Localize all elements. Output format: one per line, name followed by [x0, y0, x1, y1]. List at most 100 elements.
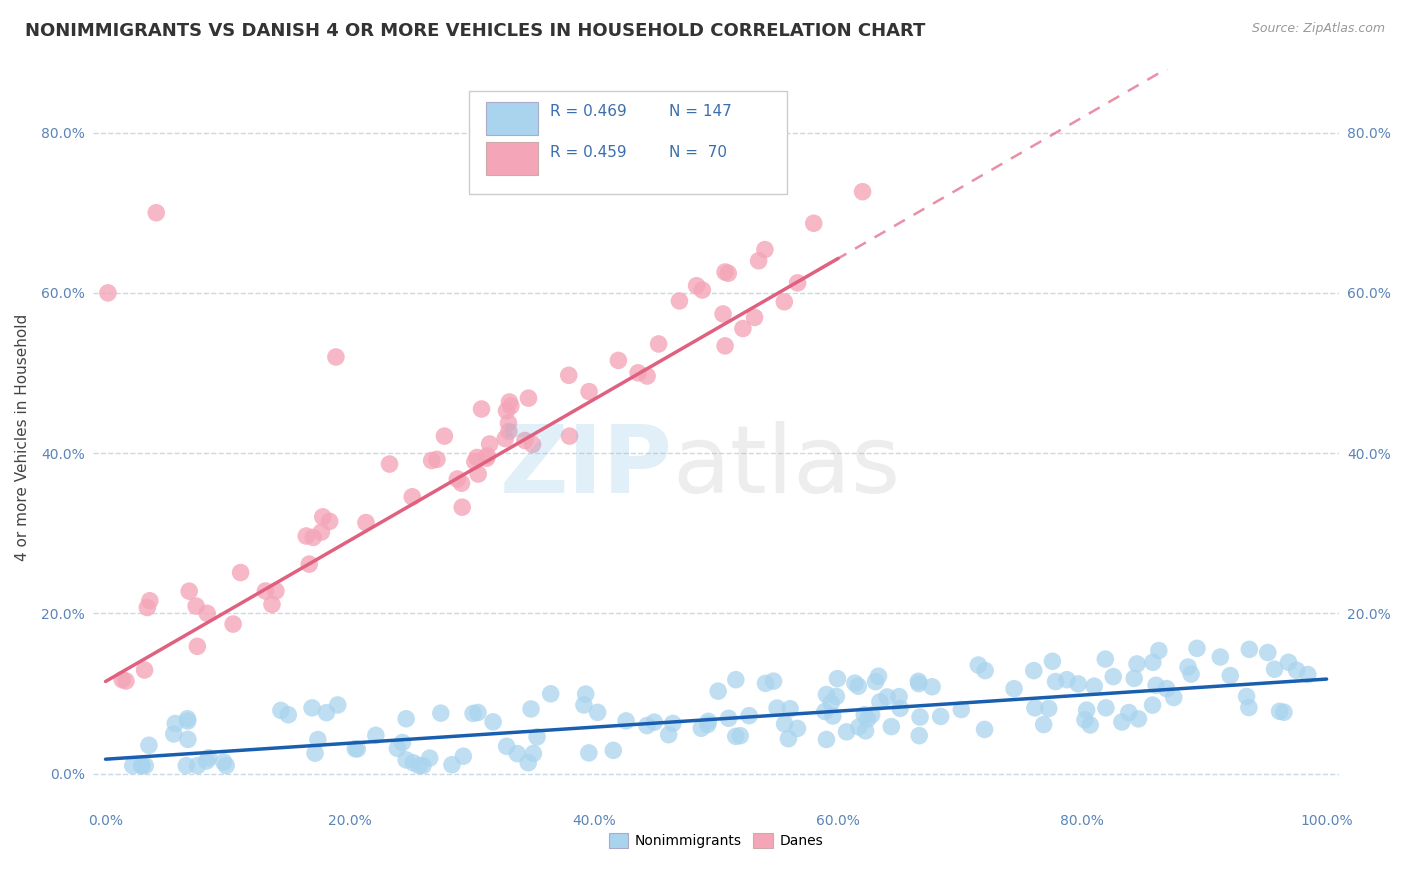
Point: [402, 756, 425, 770]
Point: [1236, 690, 1258, 704]
Point: [298, 557, 321, 571]
Point: [499, 399, 522, 413]
Point: [846, 679, 869, 693]
Point: [1277, 655, 1299, 669]
Point: [344, 741, 367, 756]
Point: [825, 690, 848, 704]
Point: [301, 701, 323, 715]
Point: [450, 476, 472, 491]
Point: [950, 702, 973, 716]
Point: [876, 690, 898, 704]
Point: [929, 709, 952, 723]
Point: [163, 727, 186, 741]
Point: [602, 743, 624, 757]
Point: [1239, 642, 1261, 657]
Point: [174, 758, 197, 772]
Point: [1128, 712, 1150, 726]
Point: [607, 353, 630, 368]
Text: N =  70: N = 70: [669, 145, 727, 160]
Point: [697, 714, 720, 729]
Y-axis label: 4 or more Vehicles in Household: 4 or more Vehicles in Household: [15, 313, 30, 561]
Point: [647, 337, 669, 351]
Point: [318, 514, 340, 528]
Point: [821, 709, 844, 723]
Point: [865, 674, 887, 689]
Point: [1022, 664, 1045, 678]
Point: [1095, 701, 1118, 715]
Point: [517, 756, 540, 770]
FancyBboxPatch shape: [485, 103, 538, 135]
Point: [325, 350, 347, 364]
Point: [478, 437, 501, 451]
Point: [685, 278, 707, 293]
Point: [482, 714, 505, 729]
Point: [714, 339, 737, 353]
Point: [520, 702, 543, 716]
Point: [1118, 706, 1140, 720]
Point: [714, 265, 737, 279]
Point: [1144, 678, 1167, 692]
Point: [1042, 654, 1064, 668]
Point: [446, 472, 468, 486]
Point: [495, 404, 517, 418]
Point: [197, 750, 219, 764]
Point: [494, 432, 516, 446]
Point: [868, 669, 890, 683]
Point: [115, 673, 138, 688]
Point: [391, 735, 413, 749]
Point: [522, 747, 544, 761]
Point: [658, 728, 681, 742]
Point: [815, 732, 838, 747]
Point: [786, 276, 808, 290]
Point: [1180, 667, 1202, 681]
Point: [855, 723, 877, 738]
Point: [395, 753, 418, 767]
Point: [696, 717, 718, 731]
Point: [295, 529, 318, 543]
Point: [853, 707, 876, 722]
Point: [513, 434, 536, 448]
Point: [401, 490, 423, 504]
Point: [420, 453, 443, 467]
Point: [754, 243, 776, 257]
Point: [145, 206, 167, 220]
Point: [815, 688, 838, 702]
Point: [222, 617, 245, 632]
Point: [889, 701, 911, 715]
Point: [636, 718, 658, 732]
Point: [835, 724, 858, 739]
Text: NONIMMIGRANTS VS DANISH 4 OR MORE VEHICLES IN HOUSEHOLD CORRELATION CHART: NONIMMIGRANTS VS DANISH 4 OR MORE VEHICL…: [25, 22, 925, 40]
Point: [728, 729, 751, 743]
Point: [748, 253, 770, 268]
Point: [461, 706, 484, 721]
Point: [526, 730, 548, 744]
FancyBboxPatch shape: [485, 142, 538, 175]
Point: [134, 663, 156, 677]
Point: [302, 530, 325, 544]
Point: [711, 307, 734, 321]
Point: [433, 429, 456, 443]
Point: [973, 723, 995, 737]
Point: [195, 607, 218, 621]
Point: [848, 720, 870, 734]
Point: [744, 310, 766, 325]
Point: [779, 702, 801, 716]
Point: [880, 720, 903, 734]
Point: [908, 729, 931, 743]
Point: [467, 706, 489, 720]
Point: [419, 751, 441, 765]
Point: [820, 696, 842, 710]
Point: [498, 395, 520, 409]
Point: [738, 708, 761, 723]
Point: [264, 584, 287, 599]
Point: [177, 714, 200, 728]
Point: [1147, 643, 1170, 657]
Text: N = 147: N = 147: [669, 104, 731, 120]
Text: ZIP: ZIP: [499, 421, 672, 513]
Point: [177, 732, 200, 747]
Point: [315, 706, 337, 720]
Point: [1209, 650, 1232, 665]
Point: [1078, 718, 1101, 732]
Point: [1083, 679, 1105, 693]
Point: [636, 369, 658, 384]
